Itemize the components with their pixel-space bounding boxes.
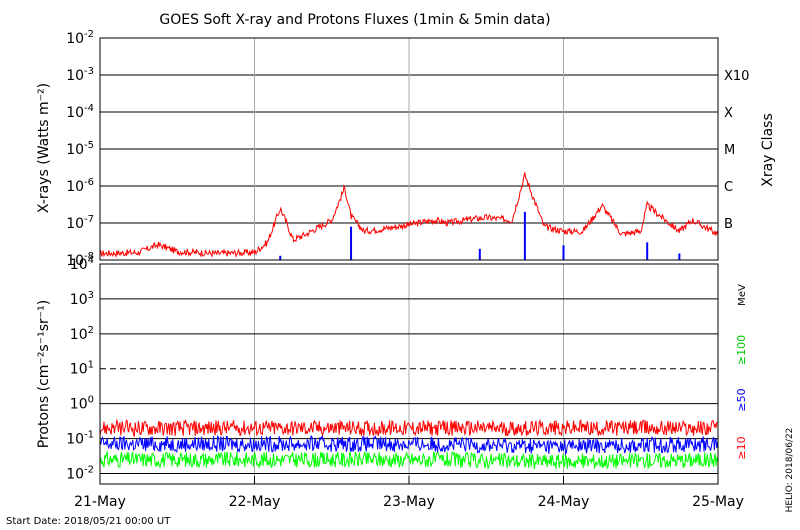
proton-axis-label: Protons (cm⁻²s⁻¹sr⁻¹): [36, 300, 52, 449]
xray-class-label: X10: [724, 69, 749, 84]
xray-axis-label: X-rays (Watts m⁻²): [36, 83, 52, 213]
x-tick-label: 23-May: [383, 494, 435, 510]
proton-series: [99, 450, 719, 470]
xray-class-label: B: [724, 217, 733, 232]
proton-tick-label: 10-2: [66, 464, 94, 482]
xray-frame: [99, 37, 719, 261]
xray-panel: 10-2 10-3 10-4 10-5 10-6 10-7 10-8 X10 X M C B: [66, 29, 749, 269]
proton-tick-label: 103: [70, 290, 94, 308]
xray-tick-label: 10-2: [66, 29, 94, 47]
start-date: Start Date: 2018/05/21 00:00 UT: [6, 516, 171, 527]
proton-series: [99, 434, 719, 456]
xray-class-title: Xray Class: [760, 113, 776, 187]
xray-long-series: [99, 172, 719, 259]
x-tick-label: 25-May: [692, 494, 744, 510]
xray-class-label: M: [724, 143, 735, 158]
channel-label-100: ≥100: [735, 335, 748, 365]
xray-tick-label: 10-8: [66, 251, 94, 269]
xray-tick-label: 10-4: [66, 103, 94, 121]
x-tick-label: 24-May: [538, 494, 590, 510]
xray-tick-label: 10-6: [66, 177, 94, 195]
x-tick-label: 21-May: [74, 494, 126, 510]
proton-tick-label: 100: [70, 395, 94, 413]
xray-class-label: X: [724, 106, 733, 121]
proton-tick-label: 10-1: [66, 430, 94, 448]
time-axis: 21-May 22-May 23-May 24-May 25-May: [74, 476, 744, 510]
channel-label-10: ≥10: [735, 436, 748, 459]
xray-class-label: C: [724, 180, 733, 195]
credit-label: HELIO: 2018/06/22: [785, 428, 795, 513]
proton-tick-label: 102: [70, 325, 94, 343]
x-tick-label: 22-May: [229, 494, 281, 510]
channel-label-50: ≥50: [735, 388, 748, 411]
proton-tick-label: 101: [70, 360, 94, 378]
xray-tick-label: 10-5: [66, 140, 94, 158]
proton-panel: 104 103 102 101 100 10-1 10-2: [66, 255, 719, 485]
chart-title: GOES Soft X-ray and Protons Fluxes (1min…: [159, 12, 550, 28]
proton-unit-label: MeV: [737, 284, 748, 306]
proton-tick-label: 104: [70, 255, 94, 273]
xray-tick-label: 10-3: [66, 66, 94, 84]
proton-series: [99, 418, 718, 438]
xray-tick-label: 10-7: [66, 214, 94, 232]
